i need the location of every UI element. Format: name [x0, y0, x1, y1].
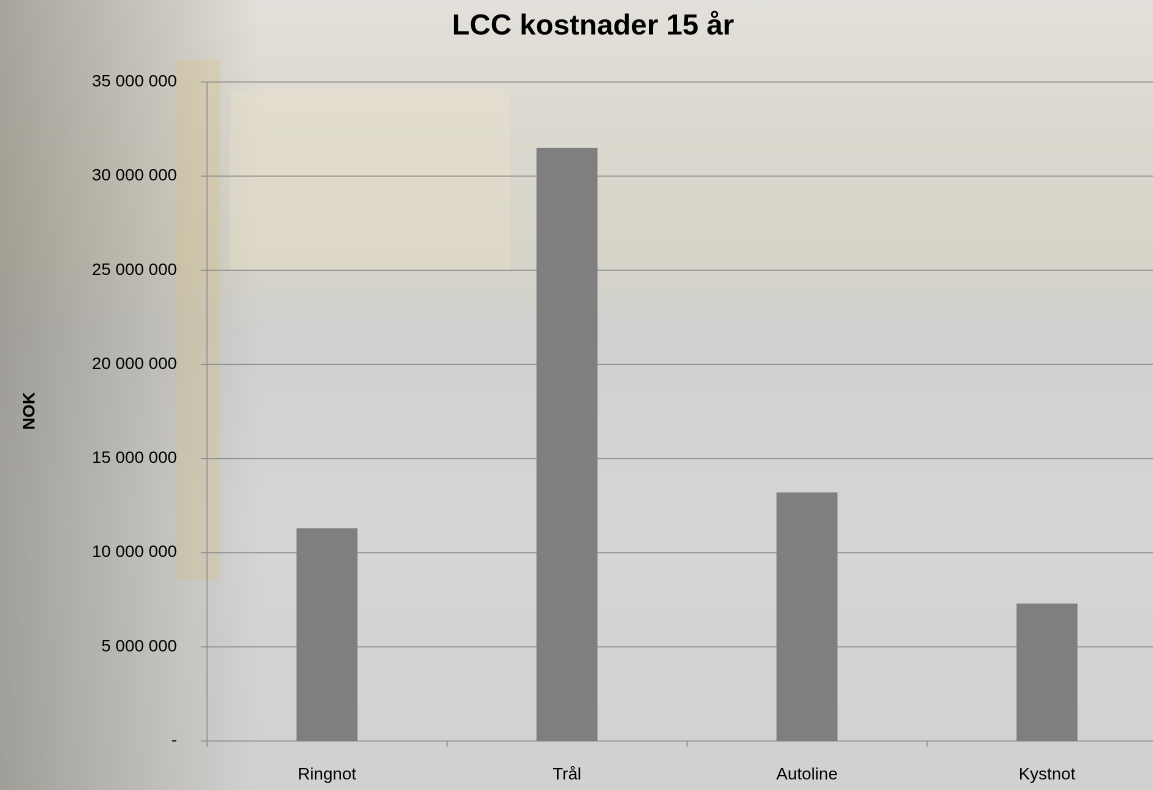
y-tick-label: 30 000 000	[92, 166, 177, 185]
bar	[1016, 603, 1078, 741]
bar	[776, 492, 838, 741]
chart-title: LCC kostnader 15 år	[452, 10, 734, 42]
y-tick-label: 5 000 000	[101, 636, 177, 655]
bar	[536, 147, 598, 741]
x-tick-label: Autoline	[776, 764, 837, 783]
y-tick-label: 20 000 000	[92, 354, 177, 373]
y-tick-label: 15 000 000	[92, 448, 177, 467]
y-tick-label: 25 000 000	[92, 260, 177, 279]
y-axis-title: NOK	[19, 391, 38, 430]
photo-buildings	[230, 90, 510, 270]
x-tick-label: Trål	[553, 764, 582, 783]
x-tick-label: Ringnot	[298, 764, 357, 783]
x-tick-label: Kystnot	[1019, 764, 1076, 783]
bar	[296, 528, 358, 741]
photo-accent	[175, 60, 220, 580]
y-tick-label: -	[171, 730, 177, 749]
y-tick-label: 10 000 000	[92, 542, 177, 561]
y-tick-label: 35 000 000	[92, 71, 177, 90]
